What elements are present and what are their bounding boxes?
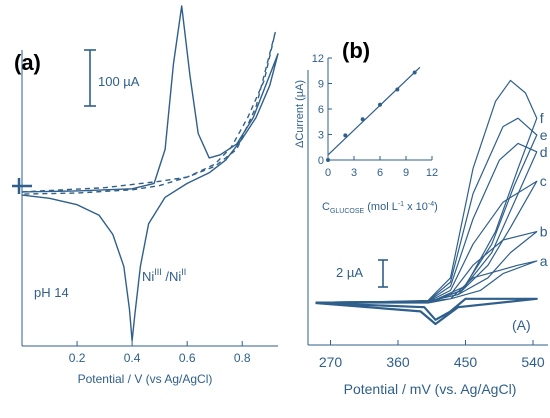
inset-x-label-rest: (mol L	[364, 201, 398, 213]
panel-b-cv-f	[315, 79, 538, 304]
panel-b-cv-a	[315, 260, 538, 304]
inset-x-label-sup1: -1	[398, 201, 404, 208]
panel-a-x-tick-label: 0.6	[179, 351, 196, 365]
panel-b-series-label-e: e	[540, 127, 548, 143]
inset-x-label-sub: GLUCOSE	[330, 208, 365, 215]
panel-b-x-label: Potential / mV (vs. Ag/AgCl)	[344, 381, 517, 397]
inset-data-point	[326, 158, 330, 162]
panel-b-corner-label: (A)	[512, 317, 531, 333]
inset-data-point	[395, 87, 400, 92]
inset-plot: 0 3 6 9 12 0 3 6 9 12 ΔCurrent (µA) CGLUCOSE (mol…	[294, 53, 438, 215]
panel-b-series-label-d: d	[540, 144, 548, 160]
inset-y-tick-label: 6	[318, 104, 324, 116]
inset-data-point	[360, 117, 365, 122]
inset-data-point	[343, 133, 348, 138]
panel-b-series-label-a: a	[540, 253, 548, 269]
inset-y-tick-label: 0	[318, 155, 324, 167]
inset-y-tick-label: 3	[318, 130, 324, 142]
panel-b-x-tick-label: 360	[386, 354, 410, 370]
panel-b-label: (b)	[342, 38, 370, 63]
inset-x-tick-label: 12	[426, 167, 438, 179]
panel-b-scale-label: 2 µA	[336, 265, 363, 280]
panel-a-label: (a)	[14, 50, 41, 75]
panel-a-ticks: 0.2 0.4 0.6 0.8	[69, 341, 251, 365]
inset-x-tick-label: 6	[377, 167, 383, 179]
panel-a-scale-label: 100 µA	[98, 74, 140, 89]
panel-a-x-tick-label: 0.4	[124, 351, 141, 365]
inset-x-label: CGLUCOSE (mol L-1 x 10-4)	[322, 201, 438, 215]
inset-x-label-end: )	[434, 201, 438, 213]
inset-data-point	[412, 70, 417, 75]
panel-a-ph-label: pH 14	[34, 285, 69, 300]
panel-a-cv-dashed	[21, 31, 276, 195]
inset-fit-line	[327, 66, 421, 156]
panel-b-series-label-c: c	[540, 173, 547, 189]
panel-b-cv-c	[315, 180, 538, 304]
inset-x-label-mid: x 10	[404, 201, 428, 213]
panel-a-redox-label: NiIII /NiII	[142, 267, 186, 284]
redox-sup2: II	[181, 267, 186, 277]
panel-a-curves	[21, 5, 279, 342]
panel-b-series-label-f: f	[540, 110, 544, 126]
panel-b-scale-bar: 2 µA	[336, 259, 388, 288]
redox-sup1: III	[154, 267, 162, 277]
panel-a-x-tick-label: 0.8	[234, 351, 251, 365]
panel-b-x-tick-label: 270	[319, 354, 343, 370]
inset-x-tick-label: 9	[403, 167, 409, 179]
panel-a-x-tick-label: 0.2	[69, 351, 86, 365]
panel-b-x-tick-label: 540	[521, 354, 545, 370]
panel-a-x-label: Potential / V (vs Ag/AgCl)	[78, 372, 213, 386]
redox-mid: /Ni	[162, 269, 182, 284]
panel-a-cv-solid	[21, 5, 279, 342]
inset-x-label-c: C	[322, 201, 330, 213]
panel-b-x-tick-label: 450	[454, 354, 478, 370]
inset-ticks: 0 3 6 9 12 0 3 6 9 12	[312, 53, 438, 179]
inset-x-label-sup2: -4	[428, 201, 434, 208]
inset-x-tick-label: 0	[325, 167, 331, 179]
inset-y-label: ΔCurrent (µA)	[294, 80, 306, 148]
panel-b-series-label-b: b	[540, 224, 548, 240]
inset-x-tick-label: 3	[351, 167, 357, 179]
inset-data-point	[378, 102, 382, 107]
inset-y-tick-label: 12	[312, 53, 324, 65]
panel-b-curves	[315, 79, 538, 326]
panel-a-scale-bar: 100 µA	[84, 49, 140, 107]
redox-ni: Ni	[142, 269, 154, 284]
panel-b-cv-e	[315, 117, 538, 304]
panel-a: (a) 0.2 0.4 0.6 0.8 100 µA pH 14 NiIII /NiI…	[12, 5, 279, 386]
inset-y-tick-label: 9	[318, 79, 324, 91]
panel-b-cv-blank	[315, 297, 538, 326]
panel-b-ticks: 270 360 450 540	[319, 340, 545, 370]
inset-points	[326, 66, 421, 162]
